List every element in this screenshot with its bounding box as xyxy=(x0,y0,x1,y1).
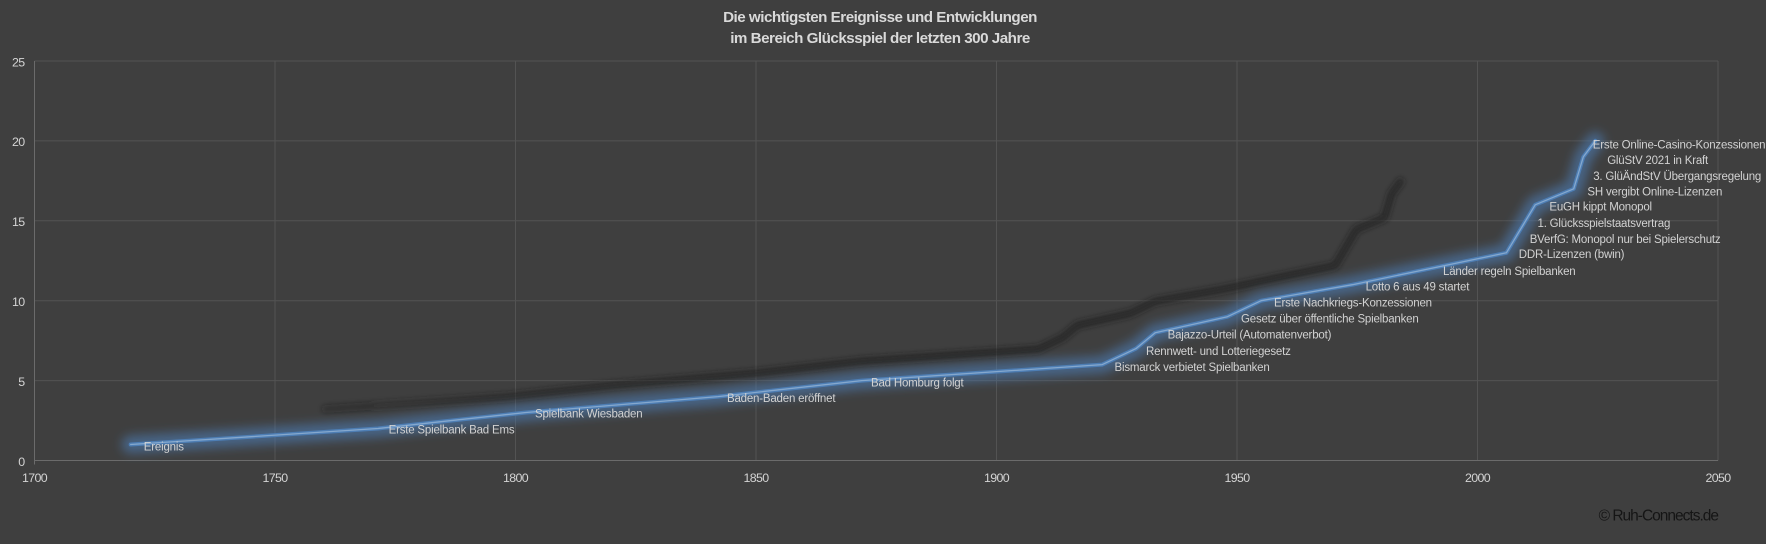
svg-text:Erste Nachkriegs-Konzessionen: Erste Nachkriegs-Konzessionen xyxy=(1274,298,1432,310)
svg-text:Erste Online-Casino-Konzession: Erste Online-Casino-Konzessionen xyxy=(1593,139,1766,151)
svg-text:Rennwett- und Lotteriegesetz: Rennwett- und Lotteriegesetz xyxy=(1146,346,1291,358)
svg-text:Die wichtigsten Ereignisse und: Die wichtigsten Ereignisse und Entwicklu… xyxy=(723,9,1037,26)
svg-text:1800: 1800 xyxy=(503,471,529,485)
svg-text:© Ruh-Connects.de: © Ruh-Connects.de xyxy=(1599,507,1719,524)
svg-text:10: 10 xyxy=(12,295,25,309)
svg-text:Bismarck verbietet Spielbanken: Bismarck verbietet Spielbanken xyxy=(1115,362,1270,374)
svg-text:Bajazzo-Urteil (Automatenverbo: Bajazzo-Urteil (Automatenverbot) xyxy=(1168,330,1332,342)
svg-text:Erste Spielbank Bad Ems: Erste Spielbank Bad Ems xyxy=(389,425,515,437)
svg-text:BVerfG: Monopol nur bei Spiele: BVerfG: Monopol nur bei Spielerschutz xyxy=(1530,234,1721,246)
svg-text:1900: 1900 xyxy=(984,471,1010,485)
svg-text:1750: 1750 xyxy=(263,471,289,485)
svg-text:im Bereich Glücksspiel der let: im Bereich Glücksspiel der letzten 300 J… xyxy=(730,30,1030,47)
svg-text:SH vergibt Online-Lizenzen: SH vergibt Online-Lizenzen xyxy=(1587,187,1722,199)
svg-text:20: 20 xyxy=(12,135,25,149)
svg-text:1950: 1950 xyxy=(1225,471,1251,485)
svg-text:5: 5 xyxy=(18,375,25,389)
svg-text:15: 15 xyxy=(12,215,25,229)
svg-text:Spielbank Wiesbaden: Spielbank Wiesbaden xyxy=(535,409,642,421)
svg-text:1. Glücksspielstaatsvertrag: 1. Glücksspielstaatsvertrag xyxy=(1538,218,1671,230)
svg-text:DDR-Lizenzen (bwin): DDR-Lizenzen (bwin) xyxy=(1519,249,1625,261)
svg-text:Lotto 6 aus 49 startet: Lotto 6 aus 49 startet xyxy=(1366,282,1471,294)
svg-text:0: 0 xyxy=(18,455,25,469)
svg-text:Bad Homburg folgt: Bad Homburg folgt xyxy=(871,378,964,390)
svg-text:1700: 1700 xyxy=(22,471,48,485)
svg-text:Länder regeln Spielbanken: Länder regeln Spielbanken xyxy=(1443,266,1575,278)
svg-text:2000: 2000 xyxy=(1465,471,1491,485)
svg-text:Gesetz über öffentliche Spielb: Gesetz über öffentliche Spielbanken xyxy=(1241,314,1419,326)
svg-text:3. GlüÄndStV Übergangsregelung: 3. GlüÄndStV Übergangsregelung xyxy=(1593,171,1761,183)
svg-text:1850: 1850 xyxy=(744,471,770,485)
svg-text:EuGH kippt Monopol: EuGH kippt Monopol xyxy=(1549,202,1652,214)
svg-text:Ereignis: Ereignis xyxy=(144,442,184,454)
svg-text:2050: 2050 xyxy=(1706,471,1732,485)
svg-text:GlüStV 2021 in Kraft: GlüStV 2021 in Kraft xyxy=(1607,155,1709,167)
svg-text:Baden-Baden eröffnet: Baden-Baden eröffnet xyxy=(727,393,836,405)
svg-text:25: 25 xyxy=(12,55,25,69)
